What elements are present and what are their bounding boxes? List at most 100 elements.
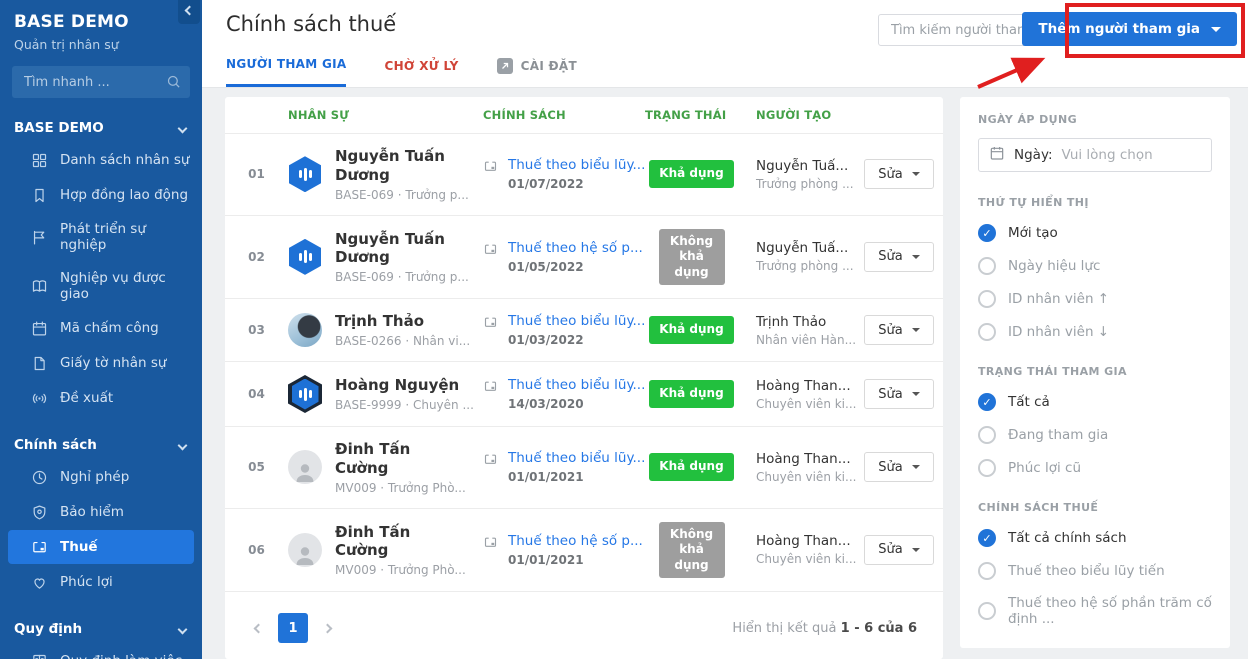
policy-link[interactable]: Thuế theo hệ số p... — [508, 239, 643, 256]
radio-unchecked-icon[interactable] — [978, 562, 996, 580]
radio-option[interactable]: Thuế theo hệ số phần trăm cố định ... — [978, 595, 1212, 627]
column-header: NGƯỜI TẠO — [756, 108, 832, 122]
add-participant-button[interactable]: Thêm người tham gia — [1022, 12, 1237, 46]
creator-subtitle: Trưởng phòng ... — [756, 259, 854, 274]
table-row: 01 Nguyễn Tuấn Dương BASE-069 · Trưởng p..… — [225, 134, 943, 216]
page-title: Chính sách thuế — [226, 12, 397, 36]
radio-option[interactable]: Phúc lợi cũ — [978, 459, 1212, 477]
radio-option[interactable]: Thuế theo biểu lũy tiến — [978, 562, 1212, 580]
sidebar-section-label: Chính sách — [14, 437, 97, 453]
pagination-next-button[interactable] — [320, 621, 335, 636]
sidebar-item-file[interactable]: Giấy tờ nhân sự — [0, 346, 202, 380]
tab-bar: NGƯỜI THAM GIA CHỜ XỬ LÝ CÀI ĐẶT — [226, 57, 577, 87]
sidebar-item-heart[interactable]: Phúc lợi — [0, 565, 202, 599]
sidebar-item-flag[interactable]: Phát triển sự nghiệp — [0, 213, 202, 261]
radio-checked-icon[interactable]: ✓ — [978, 393, 996, 411]
radio-option[interactable]: ✓ Tất cả chính sách — [978, 529, 1212, 547]
policy-link[interactable]: Thuế theo biểu lũy... — [508, 377, 646, 394]
sidebar-item-broadcast[interactable]: Đề xuất — [0, 381, 202, 415]
policy-icon — [483, 315, 498, 334]
radio-option[interactable]: ID nhân viên ↓ — [978, 323, 1212, 341]
status-badge: Không khả dụng — [658, 521, 725, 579]
edit-button[interactable]: Sửa — [864, 379, 934, 410]
pagination-prev-button[interactable] — [251, 621, 266, 636]
employee-subtitle: MV009 · Trưởng Phò... — [335, 480, 466, 495]
filter-group: CHÍNH SÁCH THUẾ ✓ Tất cả chính sách Thuế th… — [978, 501, 1212, 627]
external-link-icon — [496, 57, 513, 74]
radio-unchecked-icon[interactable] — [978, 426, 996, 444]
radio-option[interactable]: Đang tham gia — [978, 426, 1212, 444]
creator-name: Trịnh Thảo — [756, 313, 827, 330]
heart-icon — [30, 573, 48, 591]
pagination: 1 — [251, 613, 335, 644]
policy-link[interactable]: Thuế theo biểu lũy... — [508, 157, 646, 174]
sidebar-item-grid[interactable]: Danh sách nhân sự — [0, 143, 202, 177]
book-icon — [30, 277, 48, 295]
tab-nguoi-tham-gia[interactable]: NGƯỜI THAM GIA — [226, 57, 347, 87]
radio-option-label: Đang tham gia — [1008, 427, 1109, 443]
pagination-page-button[interactable]: 1 — [278, 613, 308, 644]
sidebar-item-clock[interactable]: Nghỉ phép — [0, 460, 202, 494]
employee-subtitle: BASE-0266 · Nhân vi... — [335, 334, 471, 349]
radio-option-label: ID nhân viên ↑ — [1008, 291, 1110, 307]
date-filter-input[interactable]: Ngày: Vui lòng chọn — [978, 138, 1212, 172]
radio-checked-icon[interactable]: ✓ — [978, 529, 996, 547]
creator-subtitle: Chuyên viên ki... — [756, 552, 857, 567]
edit-button[interactable]: Sửa — [864, 315, 934, 346]
policy-icon — [483, 452, 498, 471]
radio-option[interactable]: Ngày hiệu lực — [978, 257, 1212, 275]
sidebar-collapse-button[interactable] — [178, 0, 200, 24]
sidebar-nav: BASE DEMO Danh sách nhân sự Hợp đồng lao đ… — [0, 114, 202, 659]
shield-icon — [30, 503, 48, 521]
radio-unchecked-icon[interactable] — [978, 602, 996, 620]
sidebar-item-book[interactable]: Nghiệp vụ được giao — [0, 262, 202, 310]
date-field-placeholder: Vui lòng chọn — [1061, 147, 1153, 163]
radio-unchecked-icon[interactable] — [978, 257, 996, 275]
edit-button[interactable]: Sửa — [864, 534, 934, 565]
sidebar-item-calendar[interactable]: Mã chấm công — [0, 311, 202, 345]
grid-icon — [30, 151, 48, 169]
sidebar-item-shield[interactable]: Bảo hiểm — [0, 495, 202, 529]
radio-unchecked-icon[interactable] — [978, 323, 996, 341]
sidebar-item-bookmark[interactable]: Hợp đồng lao động — [0, 178, 202, 212]
calendar-icon — [989, 145, 1005, 165]
radio-option[interactable]: ✓ Tất cả — [978, 393, 1212, 411]
policy-link[interactable]: Thuế theo biểu lũy... — [508, 313, 646, 330]
edit-button[interactable]: Sửa — [864, 452, 934, 483]
sidebar-section-header[interactable]: Chính sách — [0, 431, 202, 459]
radio-unchecked-icon[interactable] — [978, 290, 996, 308]
sidebar-section-header[interactable]: Quy định — [0, 615, 202, 643]
radio-option[interactable]: ID nhân viên ↑ — [978, 290, 1212, 308]
chevron-down-icon — [177, 440, 188, 450]
sidebar-item-label: Bảo hiểm — [60, 504, 124, 520]
radio-checked-icon[interactable]: ✓ — [978, 224, 996, 242]
row-number: 01 — [248, 167, 265, 182]
caret-down-icon — [911, 328, 920, 333]
tab-cai-dat[interactable]: CÀI ĐẶT — [496, 57, 577, 87]
flag-icon — [30, 228, 48, 246]
sidebar-item-label: Nghiệp vụ được giao — [60, 270, 166, 302]
table-row: 02 Nguyễn Tuấn Dương BASE-069 · Trưởng p..… — [225, 216, 943, 300]
edit-button[interactable]: Sửa — [864, 159, 934, 190]
sidebar-item-frame[interactable]: Thuế — [8, 530, 194, 564]
creator-name: Hoàng Than... — [756, 377, 851, 394]
sidebar-section-label: Quy định — [14, 621, 83, 637]
column-header: TRẠNG THÁI — [645, 108, 727, 122]
chevron-right-icon — [322, 623, 333, 634]
radio-option-label: Thuế theo biểu lũy tiến — [1008, 563, 1165, 579]
edit-button[interactable]: Sửa — [864, 241, 934, 272]
radio-option-label: Tất cả — [1008, 394, 1050, 410]
sidebar-item-rulebook[interactable]: Quy định làm việc — [0, 644, 202, 659]
policy-link[interactable]: Thuế theo biểu lũy... — [508, 450, 646, 467]
creator-name: Hoàng Than... — [756, 450, 851, 467]
sidebar-section-header[interactable]: BASE DEMO — [0, 114, 202, 142]
tab-cho-xu-ly[interactable]: CHỜ XỬ LÝ — [384, 58, 459, 73]
employee-subtitle: BASE-069 · Trưởng p... — [335, 187, 469, 202]
policy-date: 01/03/2022 — [508, 333, 584, 348]
radio-unchecked-icon[interactable] — [978, 459, 996, 477]
app-subtitle: Quản trị nhân sự — [14, 37, 119, 52]
policy-link[interactable]: Thuế theo hệ số p... — [508, 532, 643, 549]
radio-option[interactable]: ✓ Mới tạo — [978, 224, 1212, 242]
sidebar-item-label: Phát triển sự nghiệp — [60, 221, 146, 253]
sidebar-search-input[interactable] — [12, 66, 190, 98]
